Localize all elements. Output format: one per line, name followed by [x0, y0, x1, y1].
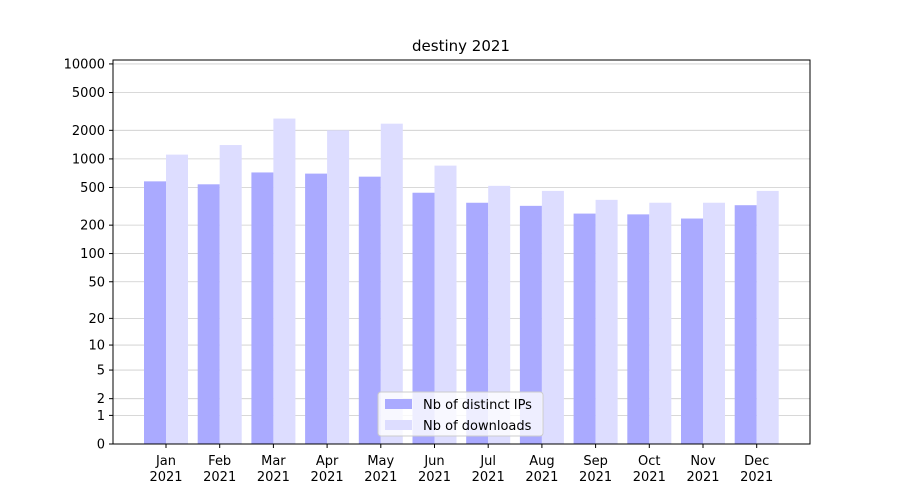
- bar: [573, 213, 596, 444]
- bar: [627, 214, 650, 444]
- legend-label: Nb of distinct IPs: [423, 398, 532, 413]
- bar: [756, 190, 779, 444]
- x-tick-label: Jul 2021: [472, 454, 505, 485]
- y-tick-label: 200: [80, 219, 105, 234]
- bar: [681, 218, 703, 444]
- bar: [412, 192, 435, 444]
- bar: [219, 145, 242, 445]
- y-tick-label: 0: [97, 438, 105, 453]
- x-tick-label: Jan 2021: [149, 454, 182, 485]
- x-tick-label: Oct 2021: [633, 454, 666, 485]
- y-tick-label: 2: [97, 392, 105, 407]
- labels: 0 1 2 5 10 20 50 100 200 500 1000 2000 5000 10000 Jan 2…: [64, 57, 774, 485]
- y-tick-label: 5000: [72, 86, 105, 101]
- x-tick-label: Dec 2021: [740, 454, 773, 485]
- x-tick-label: May 2021: [364, 454, 397, 485]
- legend-swatch: [385, 399, 412, 409]
- legend-swatch: [385, 420, 412, 430]
- chart-title: destiny 2021: [412, 37, 510, 55]
- bar: [541, 190, 564, 444]
- bar: [380, 123, 403, 444]
- bar: [434, 165, 457, 444]
- x-tick-label: Apr 2021: [311, 454, 344, 485]
- y-tick-label: 10: [88, 339, 105, 354]
- bar: [649, 202, 672, 444]
- bar: [305, 173, 328, 444]
- bar: [595, 199, 618, 444]
- y-tick-label: 500: [80, 181, 105, 196]
- y-tick-label: 50: [88, 275, 105, 290]
- bar: [273, 118, 296, 445]
- y-tick-label: 1000: [72, 152, 105, 167]
- y-tick-label: 10000: [64, 57, 105, 72]
- bar: [466, 202, 489, 444]
- legend-box: [377, 391, 544, 437]
- bar: [327, 130, 350, 445]
- x-tick-label: Aug 2021: [525, 454, 558, 485]
- x-tick-label: Jun 2021: [418, 454, 451, 485]
- bar: [358, 176, 381, 444]
- x-tick-label: Nov 2021: [686, 454, 719, 485]
- bar: [251, 172, 274, 444]
- bar: [703, 202, 725, 444]
- bars: [144, 118, 779, 445]
- x-tick-label: Feb 2021: [203, 454, 236, 485]
- x-tick-label: Mar 2021: [257, 454, 290, 485]
- x-tick-label: Sep 2021: [579, 454, 612, 485]
- y-tick-label: 2000: [72, 124, 105, 139]
- y-tick-label: 100: [80, 247, 105, 262]
- legend-label: Nb of downloads: [423, 419, 532, 434]
- y-tick-label: 5: [97, 364, 105, 379]
- bar: [519, 205, 542, 444]
- legend: Nb of distinct IPs Nb of downloads: [377, 391, 544, 437]
- y-tick-label: 1: [97, 409, 105, 424]
- bar: [197, 184, 220, 444]
- y-tick-label: 20: [88, 312, 105, 327]
- bar: [734, 205, 757, 444]
- bar: [166, 154, 188, 444]
- axes-frame: [112, 59, 811, 445]
- bar: [144, 181, 166, 444]
- bar: [488, 185, 511, 445]
